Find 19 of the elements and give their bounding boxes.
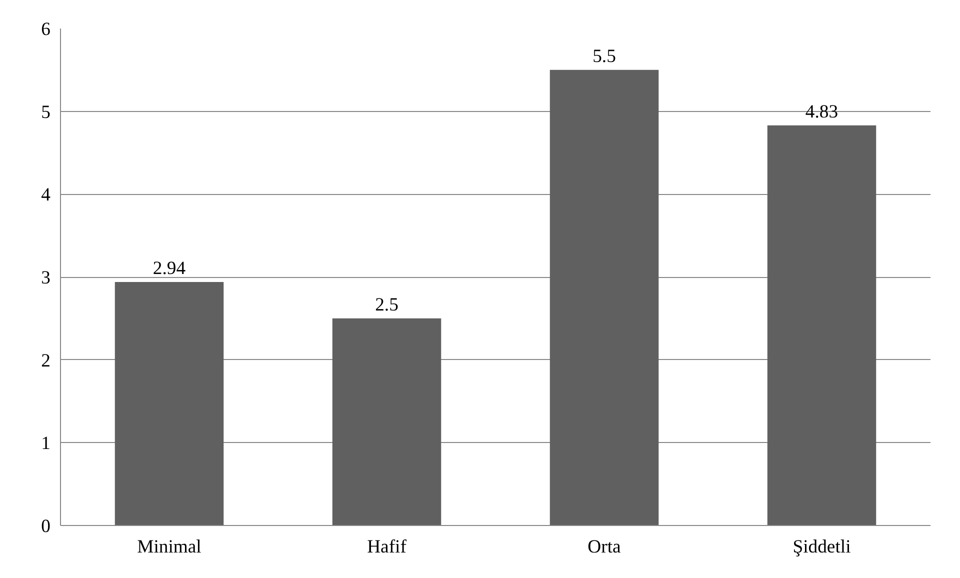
bar: [332, 318, 442, 526]
y-tick-label: 0: [41, 516, 50, 537]
data-label: 5.5: [592, 46, 616, 67]
bar: [114, 282, 224, 526]
data-label: 2.5: [375, 294, 398, 316]
y-tick-label: 1: [41, 433, 50, 454]
bar: [767, 125, 876, 526]
x-tick-label: Orta: [588, 536, 622, 558]
y-tick-label: 3: [41, 268, 50, 288]
y-tick-label: 2: [41, 350, 50, 372]
data-label: 2.94: [152, 258, 186, 279]
data-label: 4.83: [805, 101, 838, 122]
x-tick-label: Şiddetli: [792, 536, 851, 558]
x-tick-label: Hafif: [367, 536, 408, 558]
y-tick-label: 6: [41, 19, 50, 40]
x-tick-label: Minimal: [137, 536, 202, 558]
y-tick-label: 5: [41, 102, 50, 123]
y-tick-label: 4: [41, 184, 52, 206]
bar: [550, 70, 659, 526]
